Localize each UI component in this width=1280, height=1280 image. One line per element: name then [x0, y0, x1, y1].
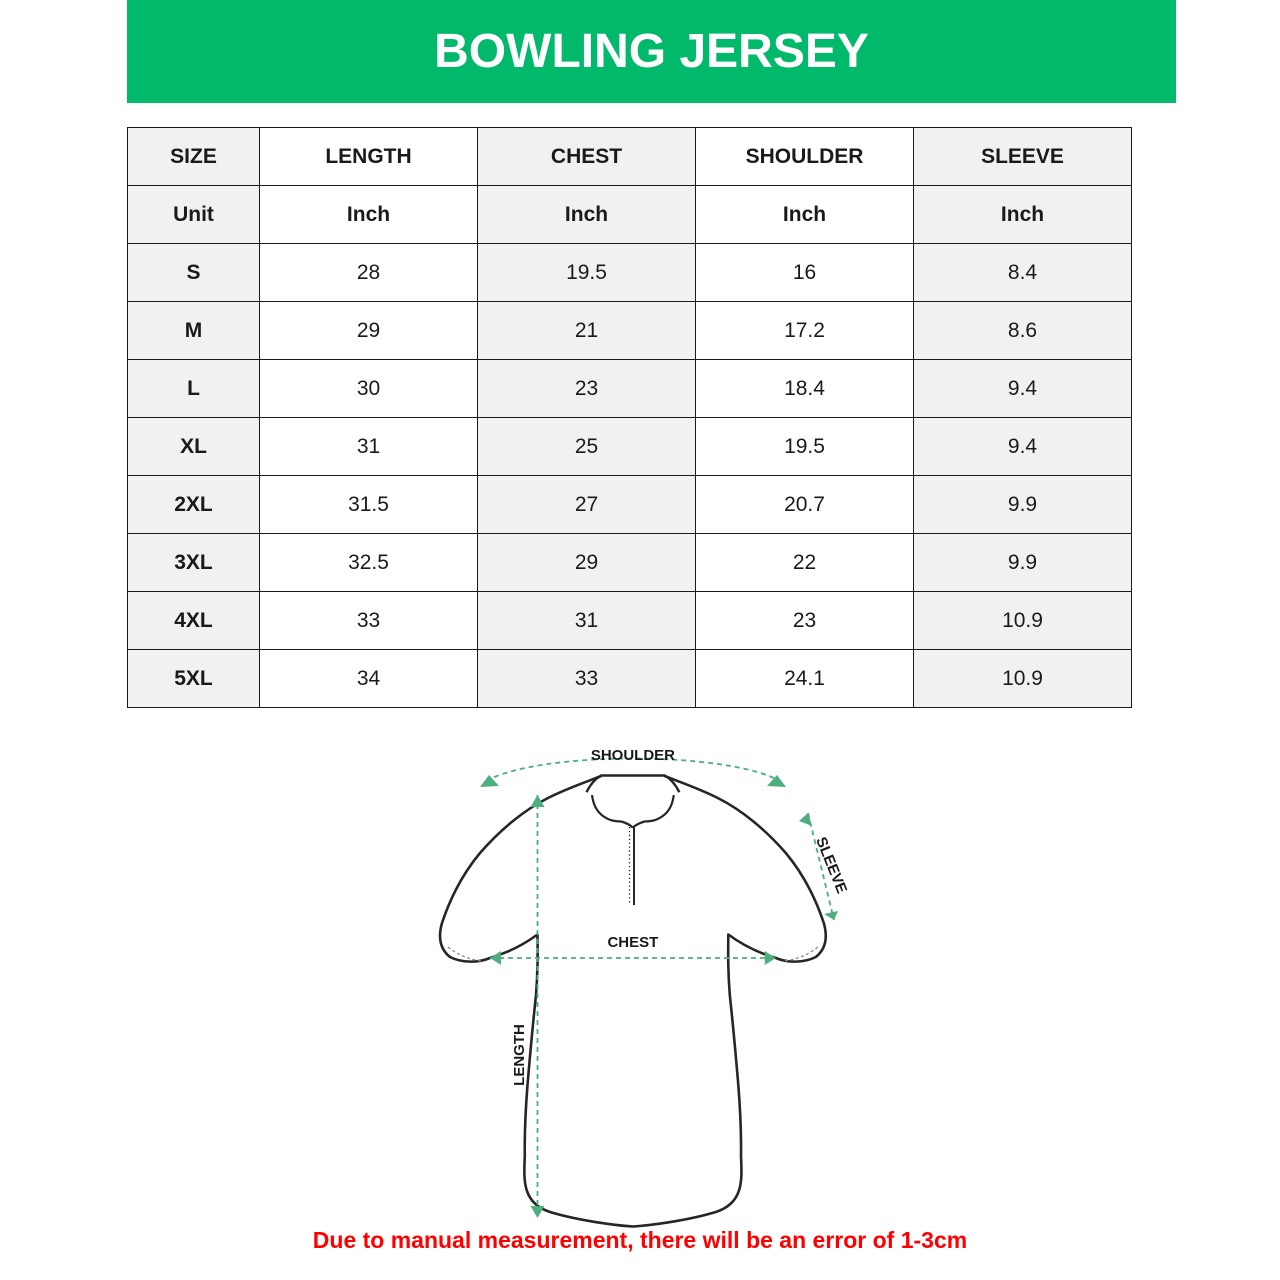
svg-text:SHOULDER: SHOULDER [591, 747, 675, 764]
svg-text:CHEST: CHEST [607, 934, 658, 951]
svg-text:SLEEVE: SLEEVE [812, 835, 850, 896]
svg-text:LENGTH: LENGTH [511, 1024, 528, 1086]
